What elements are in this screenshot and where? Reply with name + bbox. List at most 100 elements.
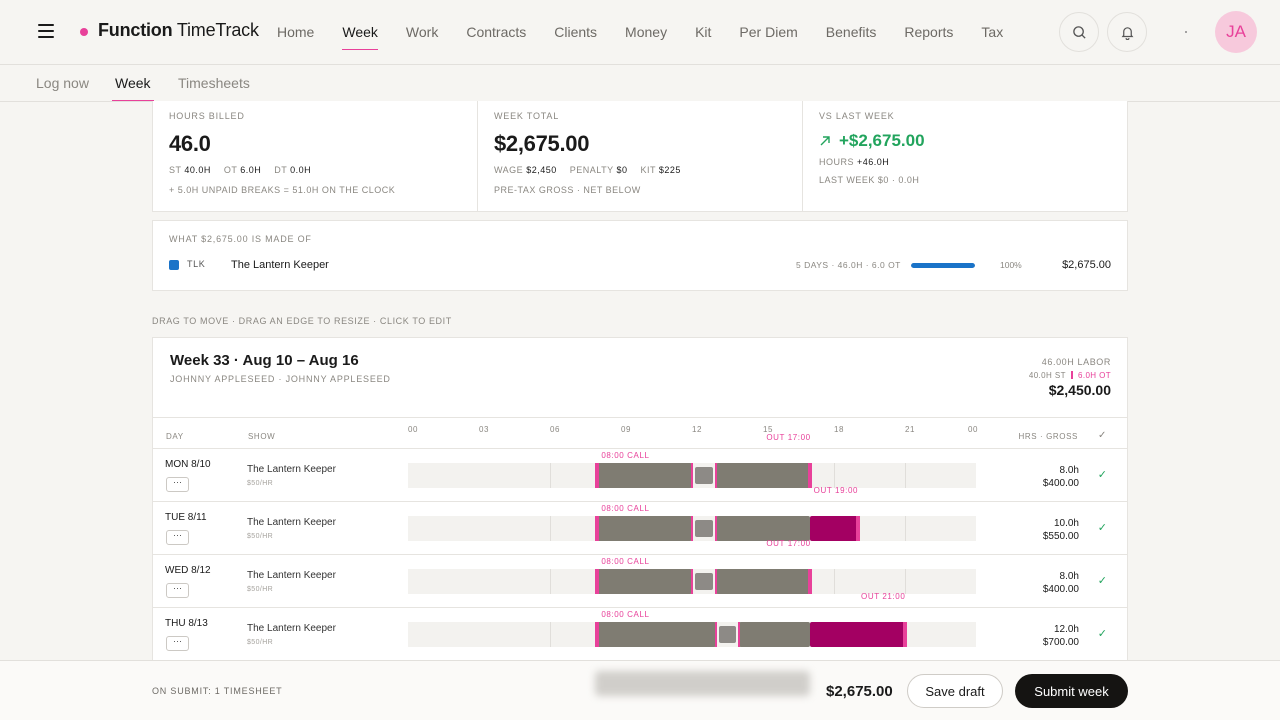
brand-dot-icon [80,28,88,36]
call-time-label: 08:00 CALL [601,451,650,460]
table-header: DAY SHOW 00 03 06 09 12 15 18 21 00 HRS · GROSS … [153,417,1127,449]
break-edge-handle[interactable] [714,622,717,647]
row-gross: $400.00 [1042,478,1079,489]
brand-light: TimeTrack [176,20,259,40]
row-approved-check-icon[interactable]: ✓ [1097,575,1107,587]
break-block[interactable] [695,520,713,537]
row-more-button[interactable]: ··· [166,636,189,651]
row-hours: 8.0h [1059,465,1079,476]
tab-log-now[interactable]: Log now [36,75,89,91]
total-composition-card: WHAT $2,675.00 IS MADE OF TLK The Lanter… [152,220,1128,291]
nav-item-clients[interactable]: Clients [554,24,598,40]
break-edge-handle[interactable] [714,516,717,541]
pretax-note: PRE-TAX GROSS · NET BELOW [494,185,641,195]
nav-item-week[interactable]: Week [342,0,378,64]
save-draft-button[interactable]: Save draft [907,674,1003,708]
resize-handle[interactable] [595,516,600,541]
composition-label: WHAT $2,675.00 IS MADE OF [169,234,312,244]
wage-label: WAGE [494,165,524,175]
regular-time-block[interactable] [597,569,692,594]
app-logo[interactable]: Function TimeTrack [98,20,259,41]
submit-week-button[interactable]: Submit week [1015,674,1128,708]
regular-time-block[interactable] [597,463,692,488]
day-row[interactable]: THU 8/13 ··· The Lantern Keeper $50/HR 12.0h… [153,592,1127,661]
resize-handle[interactable] [595,463,600,488]
break-edge-handle[interactable] [738,622,741,647]
day-row[interactable]: WED 8/12 ··· The Lantern Keeper $50/HR 8.0h $… [153,539,1127,608]
share-bar [911,263,975,268]
nav-item-tax[interactable]: Tax [981,24,1004,40]
regular-time-block[interactable] [597,516,692,541]
arrow-up-right-icon [820,136,830,146]
nav-item-home[interactable]: Home [277,24,315,40]
overtime-block[interactable] [810,622,905,647]
resize-handle[interactable] [808,569,813,594]
regular-time-block[interactable] [715,463,811,488]
day-timeline[interactable]: 08:00 CALL OUT 17:00 [408,433,976,488]
regular-time-block[interactable] [715,569,811,594]
show-code: TLK [187,259,206,269]
tab-week[interactable]: Week [115,75,151,91]
resize-handle[interactable] [855,516,860,541]
regular-time-block[interactable] [597,622,716,647]
nav-item-per-diem[interactable]: Per Diem [739,24,798,40]
row-more-button[interactable]: ··· [166,477,189,492]
day-timeline[interactable]: 08:00 CALL OUT 17:00 [408,539,976,594]
nav-item-kit[interactable]: Kit [695,24,712,40]
nav-item-work[interactable]: Work [405,24,439,40]
resize-handle[interactable] [903,622,907,647]
timeline-gridline [905,463,906,488]
resize-handle[interactable] [808,463,813,488]
regular-time-block[interactable] [715,516,811,541]
day-label: MON 8/10 [165,459,211,470]
tab-timesheets[interactable]: Timesheets [178,75,250,91]
nav-item-contracts[interactable]: Contracts [466,24,527,40]
vs-last-week-stat: VS LAST WEEK +$2,675.00 HOURS +46.0H LAS… [803,101,1127,211]
hours-billed-value: 46.0 [169,131,211,156]
nav-item-money[interactable]: Money [625,24,668,40]
nav-item-benefits[interactable]: Benefits [825,24,877,40]
day-row[interactable]: MON 8/10 ··· The Lantern Keeper $50/HR 8.0h $… [153,433,1127,502]
regular-time-block[interactable] [739,622,811,647]
ot-label: OT [223,165,238,175]
timeline-gridline [834,463,835,488]
break-block[interactable] [718,626,737,643]
row-more-button[interactable]: ··· [166,530,189,545]
row-more-button[interactable]: ··· [166,583,189,598]
break-edge-handle[interactable] [691,516,693,541]
row-approved-check-icon[interactable]: ✓ [1097,628,1107,640]
menu-icon[interactable] [38,24,54,40]
day-label: TUE 8/11 [165,512,207,523]
row-approved-check-icon[interactable]: ✓ [1097,469,1107,481]
day-timeline[interactable]: 08:00 CALL OUT 19:00 [408,486,976,541]
break-block[interactable] [695,573,713,590]
break-edge-handle[interactable] [714,463,717,488]
notifications-button[interactable] [1107,12,1147,52]
overtime-block[interactable] [810,516,858,541]
resize-handle[interactable] [595,569,600,594]
avatar[interactable]: JA [1215,11,1257,53]
break-edge-handle[interactable] [691,463,693,488]
break-block[interactable] [695,467,713,484]
search-icon [1072,25,1086,39]
ot-value: 6.0H [240,165,262,175]
search-button[interactable] [1059,12,1099,52]
row-approved-check-icon[interactable]: ✓ [1097,522,1107,534]
bell-icon [1121,26,1133,40]
time-tick: 00 [408,425,419,434]
break-edge-handle[interactable] [691,569,693,594]
row-rate: $50/HR [247,586,274,593]
composition-row[interactable]: TLK The Lantern Keeper 5 DAYS · 46.0H · … [169,259,1111,273]
vs-last-week-amount: +$2,675.00 [839,131,925,150]
nav-item-reports[interactable]: Reports [904,24,954,40]
resize-handle[interactable] [595,622,600,647]
row-gross: $700.00 [1042,637,1079,648]
vs-last-week-label: VS LAST WEEK [819,111,895,121]
ot-hours: 6.0H OT [1077,371,1111,380]
st-value: 40.0H [184,165,211,175]
st-hours: 40.0H ST [1028,371,1066,380]
day-row[interactable]: TUE 8/11 ··· The Lantern Keeper $50/HR 10.0h… [153,486,1127,555]
row-show-name: The Lantern Keeper [247,517,336,528]
day-timeline[interactable]: 08:00 CALL OUT 21:00 [408,592,976,647]
break-edge-handle[interactable] [714,569,717,594]
